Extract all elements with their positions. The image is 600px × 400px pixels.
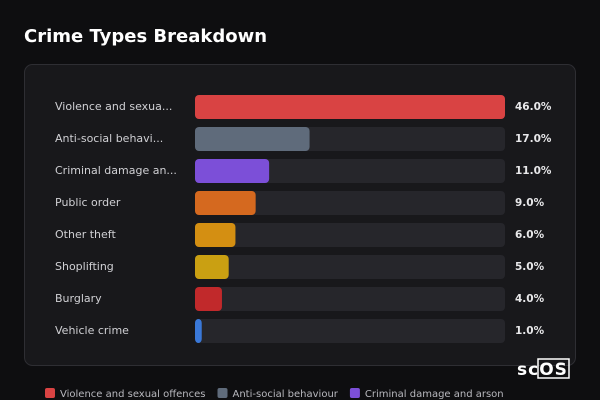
legend-swatch <box>45 388 55 398</box>
bar <box>195 319 202 343</box>
bar-track <box>195 159 505 183</box>
brand-logo: scOS <box>517 360 568 380</box>
bar-track <box>195 223 505 247</box>
value-label: 6.0% <box>515 229 545 241</box>
legend-label: Anti-social behaviour <box>233 389 339 400</box>
bar <box>195 191 256 215</box>
value-label: 4.0% <box>515 293 545 305</box>
bar <box>195 127 310 151</box>
legend-label: Violence and sexual offences <box>60 389 206 400</box>
category-label: Public order <box>55 196 121 209</box>
bar <box>195 159 270 183</box>
legend-swatch <box>349 388 360 398</box>
bar-track <box>195 287 505 311</box>
category-label: Burglary <box>55 292 102 305</box>
page-title: Crime Types Breakdown <box>24 26 267 47</box>
bar-track <box>195 191 505 215</box>
category-label: Shoplifting <box>55 260 114 273</box>
bar-track <box>195 319 505 343</box>
category-label: Violence and sexua... <box>55 100 172 113</box>
bar <box>195 287 222 311</box>
value-label: 17.0% <box>515 133 552 145</box>
category-label: Criminal damage an... <box>55 164 177 177</box>
bar <box>195 223 236 247</box>
brand-box <box>537 358 570 379</box>
legend-swatch <box>217 388 228 398</box>
bar <box>195 255 229 279</box>
value-label: 9.0% <box>515 197 545 209</box>
category-label: Anti-social behavi... <box>55 132 163 145</box>
bar <box>195 95 505 119</box>
value-label: 1.0% <box>515 325 545 337</box>
legend-label: Criminal damage and arson <box>365 389 504 400</box>
category-label: Vehicle crime <box>55 324 129 337</box>
category-label: Other theft <box>55 228 116 241</box>
value-label: 46.0% <box>515 101 552 113</box>
bar-track <box>195 255 505 279</box>
value-label: 5.0% <box>515 261 545 273</box>
value-label: 11.0% <box>515 165 552 177</box>
